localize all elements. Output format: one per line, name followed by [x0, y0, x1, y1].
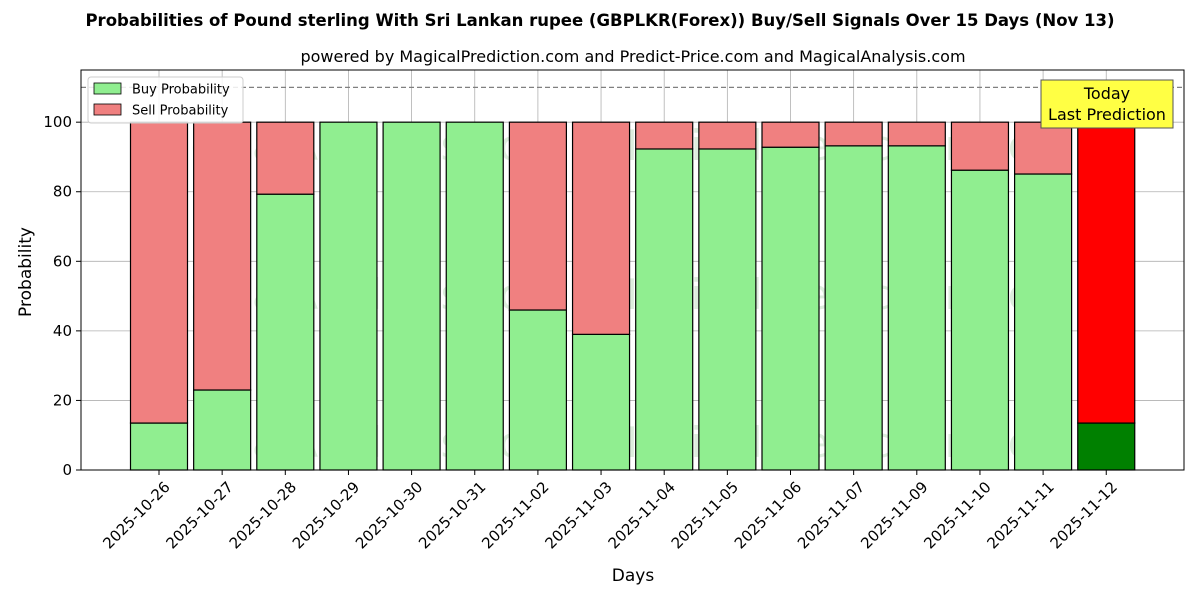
x-tick-label: 2025-11-05	[668, 478, 742, 552]
buy-bar	[950, 169, 1010, 471]
y-tick-label: 20	[53, 391, 72, 409]
y-axis: 0 20 40 60 80 100	[43, 113, 81, 479]
today-annotation: Today Last Prediction	[1040, 79, 1174, 129]
x-tick-label: 2025-10-26	[99, 478, 173, 552]
legend-label: Sell Probability	[132, 104, 229, 119]
x-tick-label: 2025-11-09	[857, 478, 931, 552]
buy-bar	[761, 146, 820, 471]
buy-bar	[445, 121, 504, 471]
buy-bar	[256, 193, 315, 471]
buy-bar	[698, 148, 757, 471]
buy-bar	[1077, 422, 1136, 471]
x-tick-label: 2025-11-02	[478, 478, 552, 552]
buy-bar	[1013, 173, 1073, 471]
x-tick-label: 2025-11-10	[920, 478, 994, 552]
sell-bar	[129, 121, 189, 424]
buy-bar	[508, 309, 567, 471]
buy-bar	[887, 145, 946, 471]
legend: Buy Probability Sell Probability	[87, 76, 244, 124]
x-tick-label: 2025-10-28	[226, 478, 300, 552]
buy-bar	[571, 333, 631, 471]
sell-bar	[508, 121, 567, 311]
sell-bar	[824, 121, 883, 147]
legend-swatch	[93, 103, 122, 116]
buy-bar	[319, 121, 378, 471]
sell-bar	[1077, 121, 1136, 424]
plot-frame	[80, 69, 1185, 471]
annotation-box	[1040, 79, 1174, 129]
x-tick-label: 2025-11-07	[794, 478, 868, 552]
sell-bar	[1013, 121, 1073, 175]
sell-bar	[887, 121, 946, 147]
sell-bar	[950, 121, 1010, 171]
sell-bar	[698, 121, 757, 150]
sell-bar	[635, 121, 694, 150]
sell-bar	[256, 121, 315, 195]
y-axis-label: Probability	[16, 227, 36, 317]
y-tick-label: 0	[62, 461, 72, 479]
x-axis-label: Days	[612, 566, 655, 586]
chart-subtitle: powered by MagicalPrediction.com and Pre…	[300, 47, 965, 66]
buy-bar	[382, 121, 441, 471]
annotation-line1: Today	[1083, 84, 1130, 103]
sell-bar	[193, 121, 252, 391]
buy-bar	[824, 145, 883, 471]
sell-bar	[761, 121, 820, 148]
sell-bar	[571, 121, 631, 335]
y-tick-label: 40	[53, 322, 72, 340]
x-tick-label: 2025-11-03	[541, 478, 615, 552]
y-tick-label: 80	[53, 183, 72, 201]
x-tick-label: 2025-10-29	[289, 478, 363, 552]
y-tick-label: 100	[43, 113, 72, 131]
legend-box	[87, 76, 244, 124]
legend-swatch	[93, 82, 122, 95]
y-tick-label: 60	[53, 252, 72, 270]
x-tick-label: 2025-11-06	[731, 478, 805, 552]
x-axis: 2025-10-262025-10-272025-10-282025-10-29…	[99, 470, 1121, 552]
buy-bar	[129, 422, 189, 471]
annotation-line2: Last Prediction	[1048, 105, 1166, 124]
x-tick-label: 2025-11-11	[983, 478, 1057, 552]
x-tick-label: 2025-10-31	[415, 478, 489, 552]
x-tick-label: 2025-10-27	[163, 478, 237, 552]
legend-label: Buy Probability	[132, 83, 230, 98]
x-tick-label: 2025-11-04	[605, 478, 679, 552]
x-tick-label: 2025-11-12	[1047, 478, 1121, 552]
chart-title: Probabilities of Pound sterling With Sri…	[85, 11, 1114, 30]
bars	[129, 121, 1136, 471]
x-tick-label: 2025-10-30	[352, 478, 426, 552]
buy-bar	[193, 389, 252, 471]
buy-bar	[635, 148, 694, 471]
